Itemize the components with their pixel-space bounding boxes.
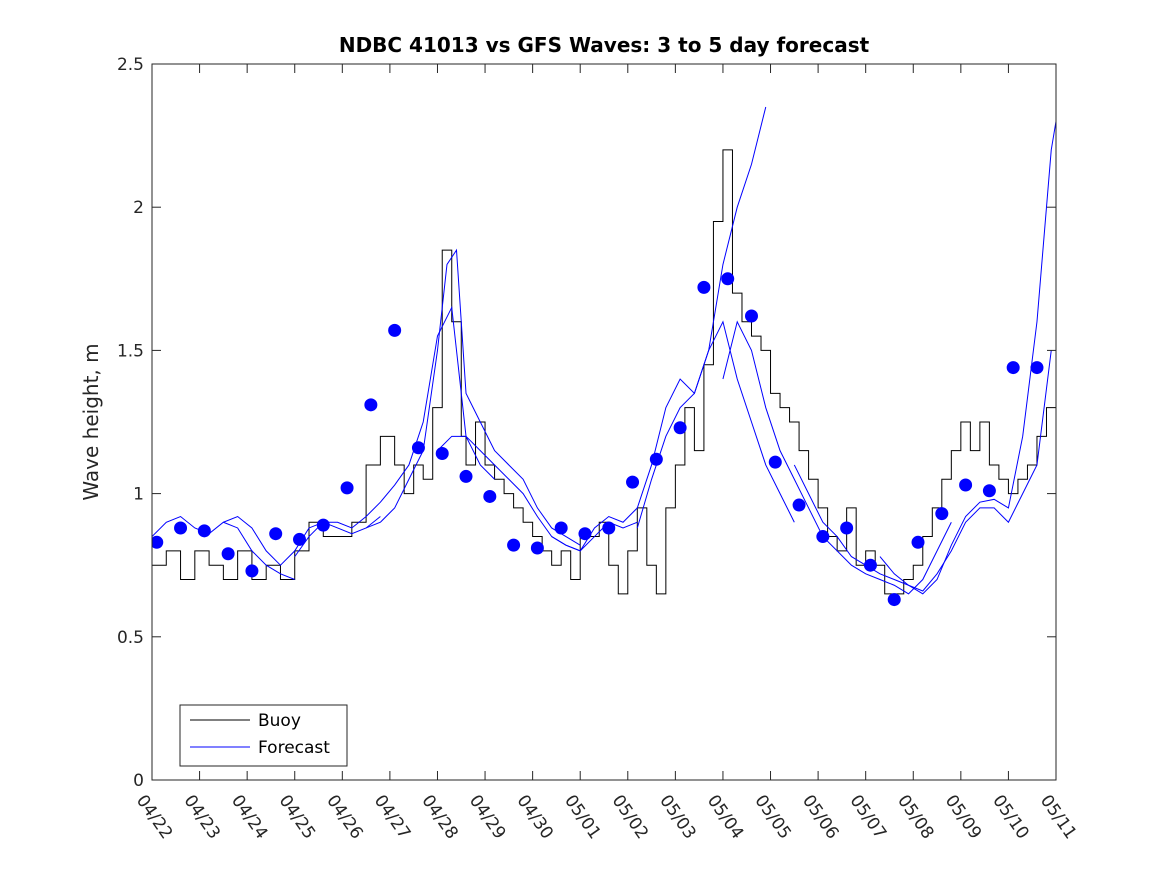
forecast-marker	[340, 481, 354, 495]
forecast-marker	[554, 521, 568, 535]
forecast-marker	[697, 280, 711, 294]
forecast-line-3	[365, 248, 581, 546]
forecast-marker	[911, 535, 925, 549]
forecast-marker	[1030, 361, 1044, 375]
forecast-marker	[221, 547, 235, 561]
forecast-marker	[316, 518, 330, 532]
x-tick-label: 05/08	[893, 791, 937, 843]
x-tick-label: 05/03	[655, 791, 699, 843]
x-tick-label: 05/05	[750, 791, 794, 843]
forecast-marker	[673, 421, 687, 435]
forecast-marker	[840, 521, 854, 535]
x-tick-label: 05/09	[941, 791, 985, 843]
x-tick-label: 04/24	[227, 791, 271, 843]
legend: Buoy Forecast	[179, 704, 348, 767]
x-tick-label: 04/30	[513, 791, 557, 843]
plot-frame	[151, 63, 1057, 781]
forecast-marker	[388, 323, 402, 337]
forecast-marker	[982, 484, 996, 498]
x-tick-label: 05/06	[798, 791, 842, 843]
forecast-marker	[507, 538, 521, 552]
forecast-marker	[1006, 361, 1020, 375]
y-tick-label: 1.5	[117, 341, 144, 361]
forecast-marker	[768, 455, 782, 469]
forecast-marker	[483, 489, 497, 503]
y-axis-label: Wave height, m	[79, 343, 103, 500]
x-tick-label: 04/23	[179, 791, 223, 843]
forecast-marker	[602, 521, 616, 535]
x-tick-label: 05/07	[846, 791, 890, 843]
x-tick-label: 04/25	[275, 791, 319, 843]
forecast-marker	[459, 469, 473, 483]
x-tick-label: 05/01	[560, 791, 604, 843]
y-tick-label: 0.5	[117, 628, 144, 648]
forecast-marker	[792, 498, 806, 512]
legend-forecast-label: Forecast	[258, 738, 330, 758]
y-tick-label: 2.5	[117, 55, 144, 75]
forecast-marker	[174, 521, 188, 535]
forecast-marker	[863, 558, 877, 572]
x-tick-label: 04/26	[322, 791, 366, 843]
x-tick-label: 05/02	[608, 791, 652, 843]
forecast-marker	[435, 447, 449, 461]
x-tick-label: 04/29	[465, 791, 509, 843]
forecast-line-7	[722, 320, 952, 595]
forecast-marker	[887, 593, 901, 607]
forecast-marker	[530, 541, 544, 555]
y-tick-label: 1	[133, 485, 144, 505]
x-tick-label: 04/27	[370, 791, 414, 843]
forecast-marker	[197, 524, 211, 538]
x-tick-label: 04/22	[132, 791, 176, 843]
forecast-marker	[152, 535, 164, 549]
y-tick-label: 0	[133, 771, 144, 791]
legend-buoy-label: Buoy	[258, 711, 301, 731]
forecast-marker	[292, 532, 306, 546]
x-tick-label: 05/10	[988, 791, 1032, 843]
forecast-marker	[649, 452, 663, 466]
forecast-marker	[959, 478, 973, 492]
forecast-line-6	[636, 320, 795, 529]
y-tick-label: 2	[133, 198, 144, 218]
forecast-marker	[816, 530, 830, 544]
forecast-line-5	[551, 106, 767, 552]
plot-area	[152, 106, 1056, 607]
forecast-line-8	[793, 350, 1052, 592]
forecast-marker	[269, 527, 283, 541]
forecast-marker	[411, 441, 425, 455]
forecast-marker	[578, 527, 592, 541]
forecast-marker	[935, 507, 949, 521]
forecast-marker	[626, 475, 640, 489]
x-tick-label: 05/11	[1036, 791, 1080, 843]
forecast-marker	[364, 398, 378, 412]
legend-box	[179, 704, 348, 767]
forecast-line-9	[879, 121, 1056, 595]
x-tick-label: 05/04	[703, 791, 747, 843]
x-tick-label: 04/28	[417, 791, 461, 843]
buoy-series-line	[152, 149, 1056, 595]
chart-title: NDBC 41013 vs GFS Waves: 3 to 5 day fore…	[339, 33, 870, 57]
forecast-marker	[744, 309, 758, 323]
forecast-marker	[245, 564, 259, 578]
forecast-marker	[721, 272, 735, 286]
